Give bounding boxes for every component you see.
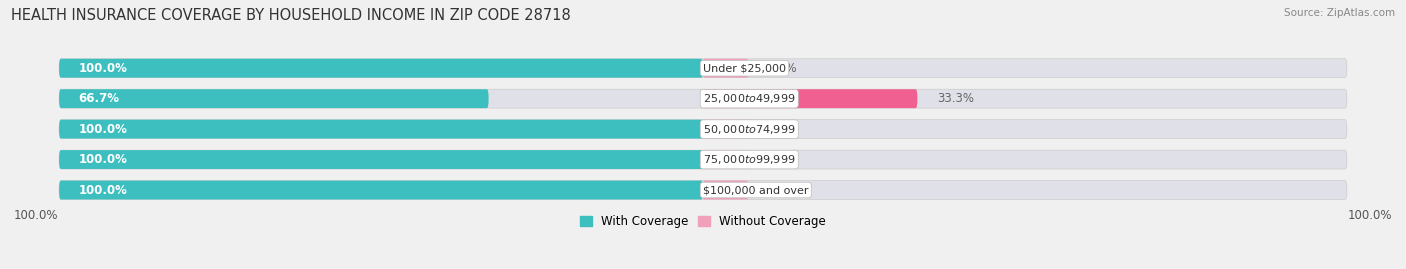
FancyBboxPatch shape bbox=[59, 150, 703, 169]
Text: $25,000 to $49,999: $25,000 to $49,999 bbox=[703, 92, 796, 105]
Legend: With Coverage, Without Coverage: With Coverage, Without Coverage bbox=[575, 211, 831, 233]
Text: 100.0%: 100.0% bbox=[79, 153, 128, 166]
Text: 100.0%: 100.0% bbox=[79, 123, 128, 136]
FancyBboxPatch shape bbox=[703, 59, 748, 78]
FancyBboxPatch shape bbox=[59, 89, 1347, 108]
FancyBboxPatch shape bbox=[703, 89, 917, 108]
Text: 0.0%: 0.0% bbox=[768, 62, 797, 75]
Text: HEALTH INSURANCE COVERAGE BY HOUSEHOLD INCOME IN ZIP CODE 28718: HEALTH INSURANCE COVERAGE BY HOUSEHOLD I… bbox=[11, 8, 571, 23]
FancyBboxPatch shape bbox=[59, 59, 1347, 78]
Text: 100.0%: 100.0% bbox=[79, 62, 128, 75]
Text: $50,000 to $74,999: $50,000 to $74,999 bbox=[703, 123, 796, 136]
Text: $100,000 and over: $100,000 and over bbox=[703, 185, 808, 195]
FancyBboxPatch shape bbox=[59, 89, 489, 108]
Text: 66.7%: 66.7% bbox=[79, 92, 120, 105]
FancyBboxPatch shape bbox=[59, 180, 1347, 200]
FancyBboxPatch shape bbox=[703, 150, 748, 169]
Text: 100.0%: 100.0% bbox=[79, 183, 128, 197]
FancyBboxPatch shape bbox=[59, 120, 1347, 139]
FancyBboxPatch shape bbox=[703, 120, 748, 139]
Text: Source: ZipAtlas.com: Source: ZipAtlas.com bbox=[1284, 8, 1395, 18]
FancyBboxPatch shape bbox=[59, 150, 1347, 169]
Text: $75,000 to $99,999: $75,000 to $99,999 bbox=[703, 153, 796, 166]
FancyBboxPatch shape bbox=[703, 180, 748, 200]
Text: 33.3%: 33.3% bbox=[936, 92, 974, 105]
FancyBboxPatch shape bbox=[59, 59, 703, 78]
FancyBboxPatch shape bbox=[59, 180, 703, 200]
Text: 0.0%: 0.0% bbox=[768, 153, 797, 166]
Text: 100.0%: 100.0% bbox=[14, 209, 59, 222]
Text: 0.0%: 0.0% bbox=[768, 183, 797, 197]
FancyBboxPatch shape bbox=[59, 120, 703, 139]
Text: 0.0%: 0.0% bbox=[768, 123, 797, 136]
Text: 100.0%: 100.0% bbox=[1347, 209, 1392, 222]
Text: Under $25,000: Under $25,000 bbox=[703, 63, 786, 73]
